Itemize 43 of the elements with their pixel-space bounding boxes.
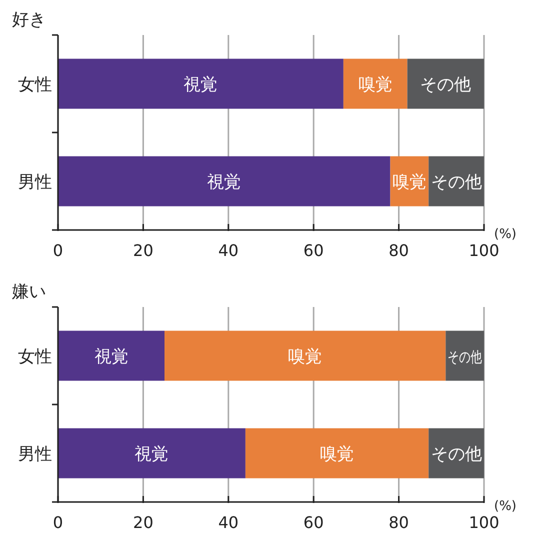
- bar: [58, 58, 344, 109]
- series-label: その他: [430, 172, 482, 192]
- x-tick-label: 60: [303, 241, 324, 260]
- x-tick-label: 80: [388, 241, 409, 260]
- x-axis-title: (%): [494, 499, 516, 514]
- bar: [428, 428, 484, 478]
- x-tick-label: 40: [218, 241, 239, 260]
- series-label: 視覚: [94, 346, 128, 367]
- chart-title: 嫌い: [12, 282, 46, 302]
- series-label: 嗅覚: [392, 172, 426, 192]
- x-axis-title: (%): [494, 227, 516, 242]
- y-tick-label: 男性: [18, 444, 52, 464]
- text: 視覚: [207, 172, 242, 192]
- bar: [58, 156, 390, 206]
- y-tick-label: 女性: [18, 74, 52, 95]
- x-tick-label: 0: [52, 513, 64, 532]
- text: その他: [420, 74, 472, 95]
- bar: [164, 330, 446, 381]
- series-label: 視覚: [184, 74, 218, 95]
- series-label: 嗅覚: [288, 346, 322, 367]
- x-tick-label: 100: [468, 513, 500, 532]
- bar: [58, 330, 164, 381]
- bar: [245, 428, 429, 478]
- y-tick-label: 女性: [18, 346, 52, 367]
- x-tick-label: 100: [468, 241, 500, 260]
- bar: [407, 58, 484, 109]
- series-label: その他: [448, 348, 493, 366]
- x-tick-label: 80: [388, 513, 409, 532]
- text: その他: [430, 444, 482, 464]
- x-tick-label: 0: [52, 241, 64, 260]
- chart-title: 好き: [12, 10, 46, 30]
- text: 嗅覚: [320, 444, 354, 464]
- text: 嗅覚: [358, 74, 392, 95]
- bar: [446, 330, 484, 381]
- bar: [343, 58, 408, 109]
- text: 視覚: [134, 444, 169, 464]
- bar: [58, 428, 246, 478]
- x-tick-label: 40: [218, 513, 239, 532]
- y-tick-label: 男性: [18, 172, 52, 192]
- x-tick-label: 60: [303, 513, 324, 532]
- bar: [428, 156, 484, 206]
- x-tick-label: 20: [133, 241, 154, 260]
- x-tick-label: 20: [133, 513, 154, 532]
